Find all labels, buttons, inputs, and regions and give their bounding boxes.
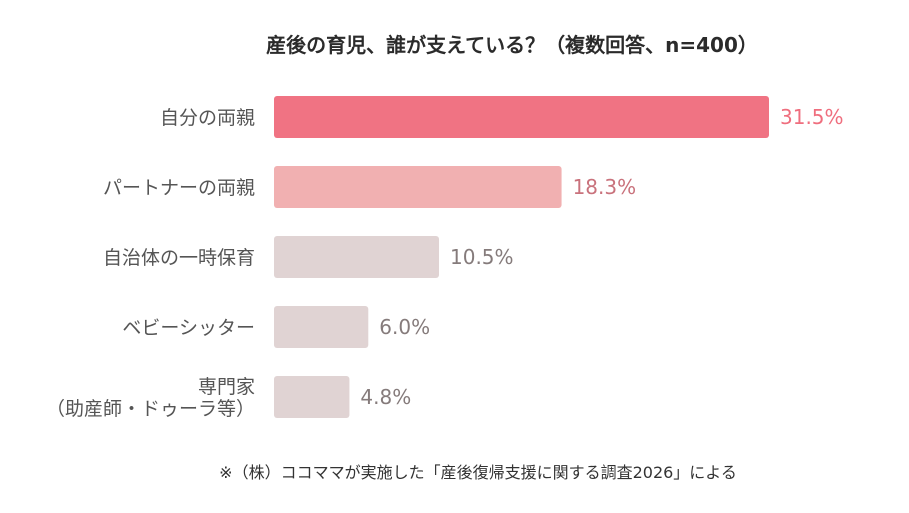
category-label-3: 自治体の一時保育 [103,247,255,269]
chart-footnote: ※（株）ココママが実施した「産後復帰支援に関する調査2026」による [219,463,737,482]
category-label-5-line-1: 専門家 [198,376,255,398]
bar-4 [274,306,369,348]
bar-1 [274,96,769,138]
value-label-2: 18.3% [573,175,637,199]
category-label-1: 自分の両親 [160,107,255,129]
value-label-4: 6.0% [379,315,430,339]
category-label-5-line-2: （助産師・ドゥーラ等） [46,398,255,420]
bars-layer: 31.5% 自分の両親 18.3% パートナーの両親 10.5% 自治体の一時保育 6.0%… [46,96,844,420]
value-label-3: 10.5% [450,245,514,269]
bar-3 [274,236,439,278]
category-label-2: パートナーの両親 [103,177,255,199]
bar-2 [274,166,562,208]
category-label-4: ベビーシッター [122,317,255,339]
value-label-1: 31.5% [780,105,844,129]
value-label-5: 4.8% [360,385,411,409]
chart-title: 産後の育児、誰が支えている？（複数回答、n=400） [266,33,758,57]
bar-5 [274,376,350,418]
